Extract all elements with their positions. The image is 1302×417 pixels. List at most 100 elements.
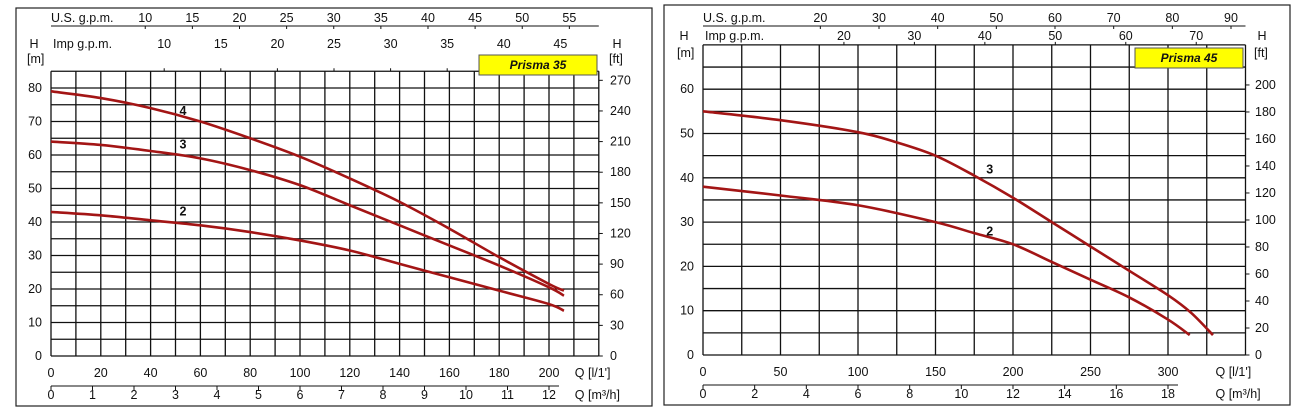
usgpm-tick-label: 20 — [813, 11, 827, 25]
ft-tick-label: 140 — [1255, 159, 1276, 173]
ft-tick-label: 30 — [610, 318, 624, 332]
x-tick-label: 0 — [700, 365, 707, 379]
curve-label: 4 — [179, 104, 186, 118]
m3h-tick-label: 7 — [338, 388, 345, 402]
ft-tick-label: 270 — [610, 73, 631, 87]
x-tick-label: 0 — [48, 366, 55, 380]
pump-curve-4 — [50, 90, 565, 292]
m3h-tick-label: 8 — [380, 388, 387, 402]
y-tick-label: 0 — [35, 349, 42, 363]
y-axis-right-label: H — [1257, 29, 1266, 43]
usgpm-tick-label: 70 — [1107, 11, 1121, 25]
y-tick-label: 50 — [680, 127, 694, 141]
ft-tick-label: 20 — [1255, 321, 1269, 335]
impgpm-tick-label: 20 — [270, 37, 284, 51]
usgpm-tick-label: 40 — [421, 11, 435, 25]
x-tick-label: 180 — [489, 366, 510, 380]
ft-tick-label: 60 — [1255, 267, 1269, 281]
ft-tick-label: 120 — [1255, 186, 1276, 200]
y-tick-label: 70 — [28, 115, 42, 129]
x-tick-label: 140 — [389, 366, 410, 380]
m3h-tick-label: 6 — [297, 388, 304, 402]
usgpm-tick-label: 55 — [562, 11, 576, 25]
chart-panel-1: 0102030405060708003060901201501802102402… — [15, 7, 653, 407]
impgpm-tick-label: 35 — [440, 37, 454, 51]
x-tick-label: 80 — [243, 366, 257, 380]
usgpm-tick-label: 40 — [931, 11, 945, 25]
x-tick-label: 150 — [925, 365, 946, 379]
m3h-tick-label: 4 — [214, 388, 221, 402]
y-axis-unit: [m] — [677, 46, 694, 60]
pump-curve-3 — [50, 140, 565, 297]
x-tick-label: 50 — [774, 365, 788, 379]
m3h-tick-label: 14 — [1058, 387, 1072, 401]
y-axis-right-unit: [ft] — [609, 52, 623, 66]
impgpm-tick-label: 40 — [978, 29, 992, 43]
y-tick-label: 30 — [680, 215, 694, 229]
y-tick-label: 20 — [28, 282, 42, 296]
y-axis-right-unit: [ft] — [1254, 46, 1268, 60]
m3h-tick-label: 0 — [700, 387, 707, 401]
ft-tick-label: 210 — [610, 135, 631, 149]
x-tick-label: 40 — [144, 366, 158, 380]
pump-curve-2 — [50, 210, 565, 312]
usgpm-tick-label: 30 — [327, 11, 341, 25]
impgpm-tick-label: 60 — [1119, 29, 1133, 43]
m3h-tick-label: 16 — [1109, 387, 1123, 401]
ft-tick-label: 100 — [1255, 213, 1276, 227]
y-tick-label: 40 — [680, 171, 694, 185]
m3h-tick-label: 10 — [459, 388, 473, 402]
y-tick-label: 10 — [680, 304, 694, 318]
y-axis-label: H — [679, 29, 688, 43]
y-tick-label: 40 — [28, 215, 42, 229]
impgpm-tick-label: 70 — [1189, 29, 1203, 43]
ft-tick-label: 180 — [1255, 105, 1276, 119]
usgpm-tick-label: 15 — [185, 11, 199, 25]
usgpm-tick-label: 50 — [515, 11, 529, 25]
pump-curve-3 — [702, 110, 1214, 336]
chart-title-box: Prisma 45 — [1134, 47, 1244, 69]
impgpm-tick-label: 25 — [327, 37, 341, 51]
x-tick-label: 100 — [290, 366, 311, 380]
x-tick-label: 20 — [94, 366, 108, 380]
m3h-tick-label: 4 — [803, 387, 810, 401]
ft-tick-label: 90 — [610, 257, 624, 271]
usgpm-tick-label: 80 — [1165, 11, 1179, 25]
curve-label: 3 — [179, 137, 186, 151]
m3h-tick-label: 9 — [421, 388, 428, 402]
y-tick-label: 30 — [28, 249, 42, 263]
usgpm-tick-label: 50 — [989, 11, 1003, 25]
usgpm-tick-label: 25 — [280, 11, 294, 25]
impgpm-tick-label: 20 — [837, 29, 851, 43]
m3h-tick-label: 1 — [89, 388, 96, 402]
chart-title: Prisma 45 — [1161, 51, 1218, 65]
ft-tick-label: 240 — [610, 104, 631, 118]
usgpm-tick-label: 35 — [374, 11, 388, 25]
m3h-tick-label: 11 — [501, 388, 514, 402]
m3h-tick-label: 10 — [954, 387, 968, 401]
x-axis-label: Q [l/1'] — [575, 366, 611, 380]
impgpm-tick-label: 30 — [384, 37, 398, 51]
ft-tick-label: 120 — [610, 226, 631, 240]
x-tick-label: 200 — [1003, 365, 1024, 379]
usgpm-tick-label: 20 — [233, 11, 247, 25]
ft-tick-label: 150 — [610, 196, 631, 210]
panel-border — [663, 4, 1291, 406]
chart-panel-2: 0102030405060020406080100120140160180200… — [663, 4, 1291, 406]
m3h-tick-label: 2 — [751, 387, 758, 401]
m3h-tick-label: 6 — [855, 387, 862, 401]
pump-curve-2 — [702, 185, 1191, 337]
panel-border — [15, 7, 653, 407]
usgpm-axis-label: U.S. g.p.m. — [703, 11, 766, 25]
y-tick-label: 60 — [680, 82, 694, 96]
m3h-tick-label: 3 — [172, 388, 179, 402]
y-axis-unit: [m] — [27, 52, 44, 66]
impgpm-tick-label: 40 — [497, 37, 511, 51]
m3h-tick-label: 8 — [906, 387, 913, 401]
x-axis-label: Q [l/1'] — [1216, 365, 1252, 379]
impgpm-axis-label: Imp g.p.m. — [53, 37, 112, 51]
curve-label: 2 — [986, 224, 993, 238]
title-background — [478, 54, 598, 76]
ft-tick-label: 0 — [1255, 348, 1262, 362]
